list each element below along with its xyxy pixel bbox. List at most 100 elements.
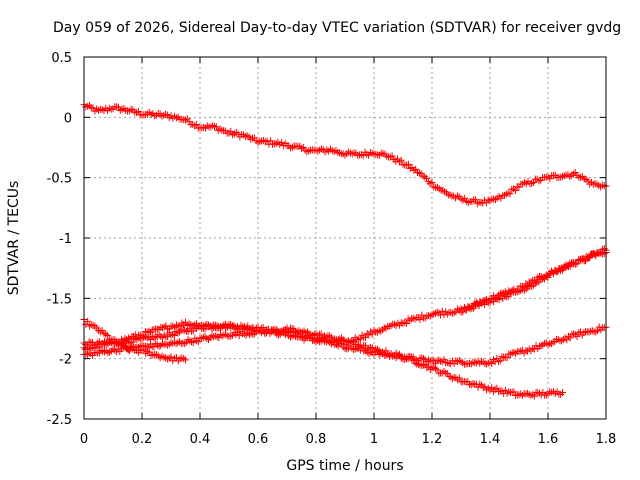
data-point — [192, 320, 200, 328]
data-point — [553, 268, 561, 276]
data-point — [215, 334, 223, 342]
data-point — [194, 338, 202, 346]
data-point — [377, 348, 385, 356]
data-point — [243, 132, 251, 140]
data-point — [535, 389, 543, 397]
data-point — [206, 333, 214, 341]
data-point — [600, 250, 608, 258]
data-point — [481, 383, 489, 391]
data-point — [421, 173, 429, 181]
data-point — [292, 327, 300, 335]
data-point — [490, 195, 498, 203]
data-point — [377, 327, 385, 335]
data-point — [382, 347, 390, 355]
data-point — [270, 140, 278, 148]
data-point — [305, 147, 313, 155]
data-point — [176, 328, 184, 336]
data-point — [157, 332, 165, 340]
data-point — [441, 188, 449, 196]
data-point — [457, 308, 465, 316]
data-point — [593, 180, 601, 188]
data-point — [211, 321, 219, 329]
data-point — [234, 328, 242, 336]
data-point — [584, 177, 592, 185]
data-point — [162, 110, 170, 118]
data-point — [571, 260, 579, 268]
y-tick-label: 0 — [64, 111, 72, 126]
data-point — [222, 330, 230, 338]
data-point — [368, 149, 376, 157]
data-point — [447, 373, 455, 381]
data-point — [356, 335, 364, 343]
data-point — [158, 112, 166, 120]
data-point — [544, 341, 552, 349]
data-point — [153, 111, 160, 119]
data-point — [501, 292, 508, 300]
data-point — [595, 323, 603, 331]
data-point — [169, 330, 177, 338]
data-point — [479, 199, 487, 207]
data-point — [586, 254, 594, 262]
data-point — [102, 339, 110, 347]
data-point — [199, 333, 207, 341]
data-point — [495, 296, 503, 304]
data-point — [176, 322, 184, 330]
data-point — [555, 265, 563, 273]
data-point — [171, 112, 179, 120]
data-point — [127, 105, 135, 113]
data-point — [533, 175, 541, 183]
data-point — [199, 322, 207, 330]
x-axis-label: GPS time / hours — [286, 458, 403, 474]
data-point — [209, 122, 217, 130]
data-point — [416, 315, 424, 323]
data-point — [182, 356, 189, 364]
data-point — [491, 196, 499, 204]
data-point — [566, 172, 574, 180]
data-point — [403, 161, 411, 169]
data-point — [395, 158, 403, 166]
x-tick-label: 1.2 — [422, 432, 443, 447]
data-point — [327, 145, 334, 153]
data-point — [287, 144, 295, 152]
data-point — [116, 339, 124, 347]
data-point — [593, 327, 601, 335]
data-point — [229, 131, 237, 139]
data-point — [508, 185, 516, 193]
data-point — [515, 287, 523, 295]
data-point — [247, 329, 255, 337]
data-point — [506, 190, 514, 198]
data-point — [326, 332, 334, 340]
data-point — [123, 336, 131, 344]
data-point — [192, 120, 200, 128]
data-point — [185, 320, 193, 328]
data-point — [510, 388, 518, 396]
data-point — [560, 172, 568, 180]
data-point — [355, 342, 363, 350]
data-point — [158, 340, 166, 348]
data-point — [597, 249, 605, 257]
data-point — [317, 145, 325, 153]
data-point — [171, 354, 179, 362]
y-tick-label: -0.5 — [47, 172, 72, 187]
data-point — [336, 149, 344, 157]
data-point — [394, 351, 402, 359]
data-point — [384, 350, 392, 358]
data-point — [247, 135, 255, 143]
data-point — [259, 136, 267, 144]
data-point — [105, 104, 113, 112]
data-point — [580, 257, 588, 265]
data-point — [506, 350, 514, 358]
data-point — [346, 339, 354, 347]
data-point — [151, 112, 159, 120]
grid-lines — [84, 57, 606, 419]
data-point — [227, 127, 235, 135]
data-point — [473, 200, 481, 208]
data-point — [573, 332, 581, 340]
data-point — [513, 288, 521, 296]
data-point — [213, 322, 221, 330]
data-point — [528, 282, 536, 290]
data-point — [571, 331, 579, 339]
data-point — [425, 312, 433, 320]
data-point — [390, 320, 398, 328]
data-point — [355, 336, 363, 344]
